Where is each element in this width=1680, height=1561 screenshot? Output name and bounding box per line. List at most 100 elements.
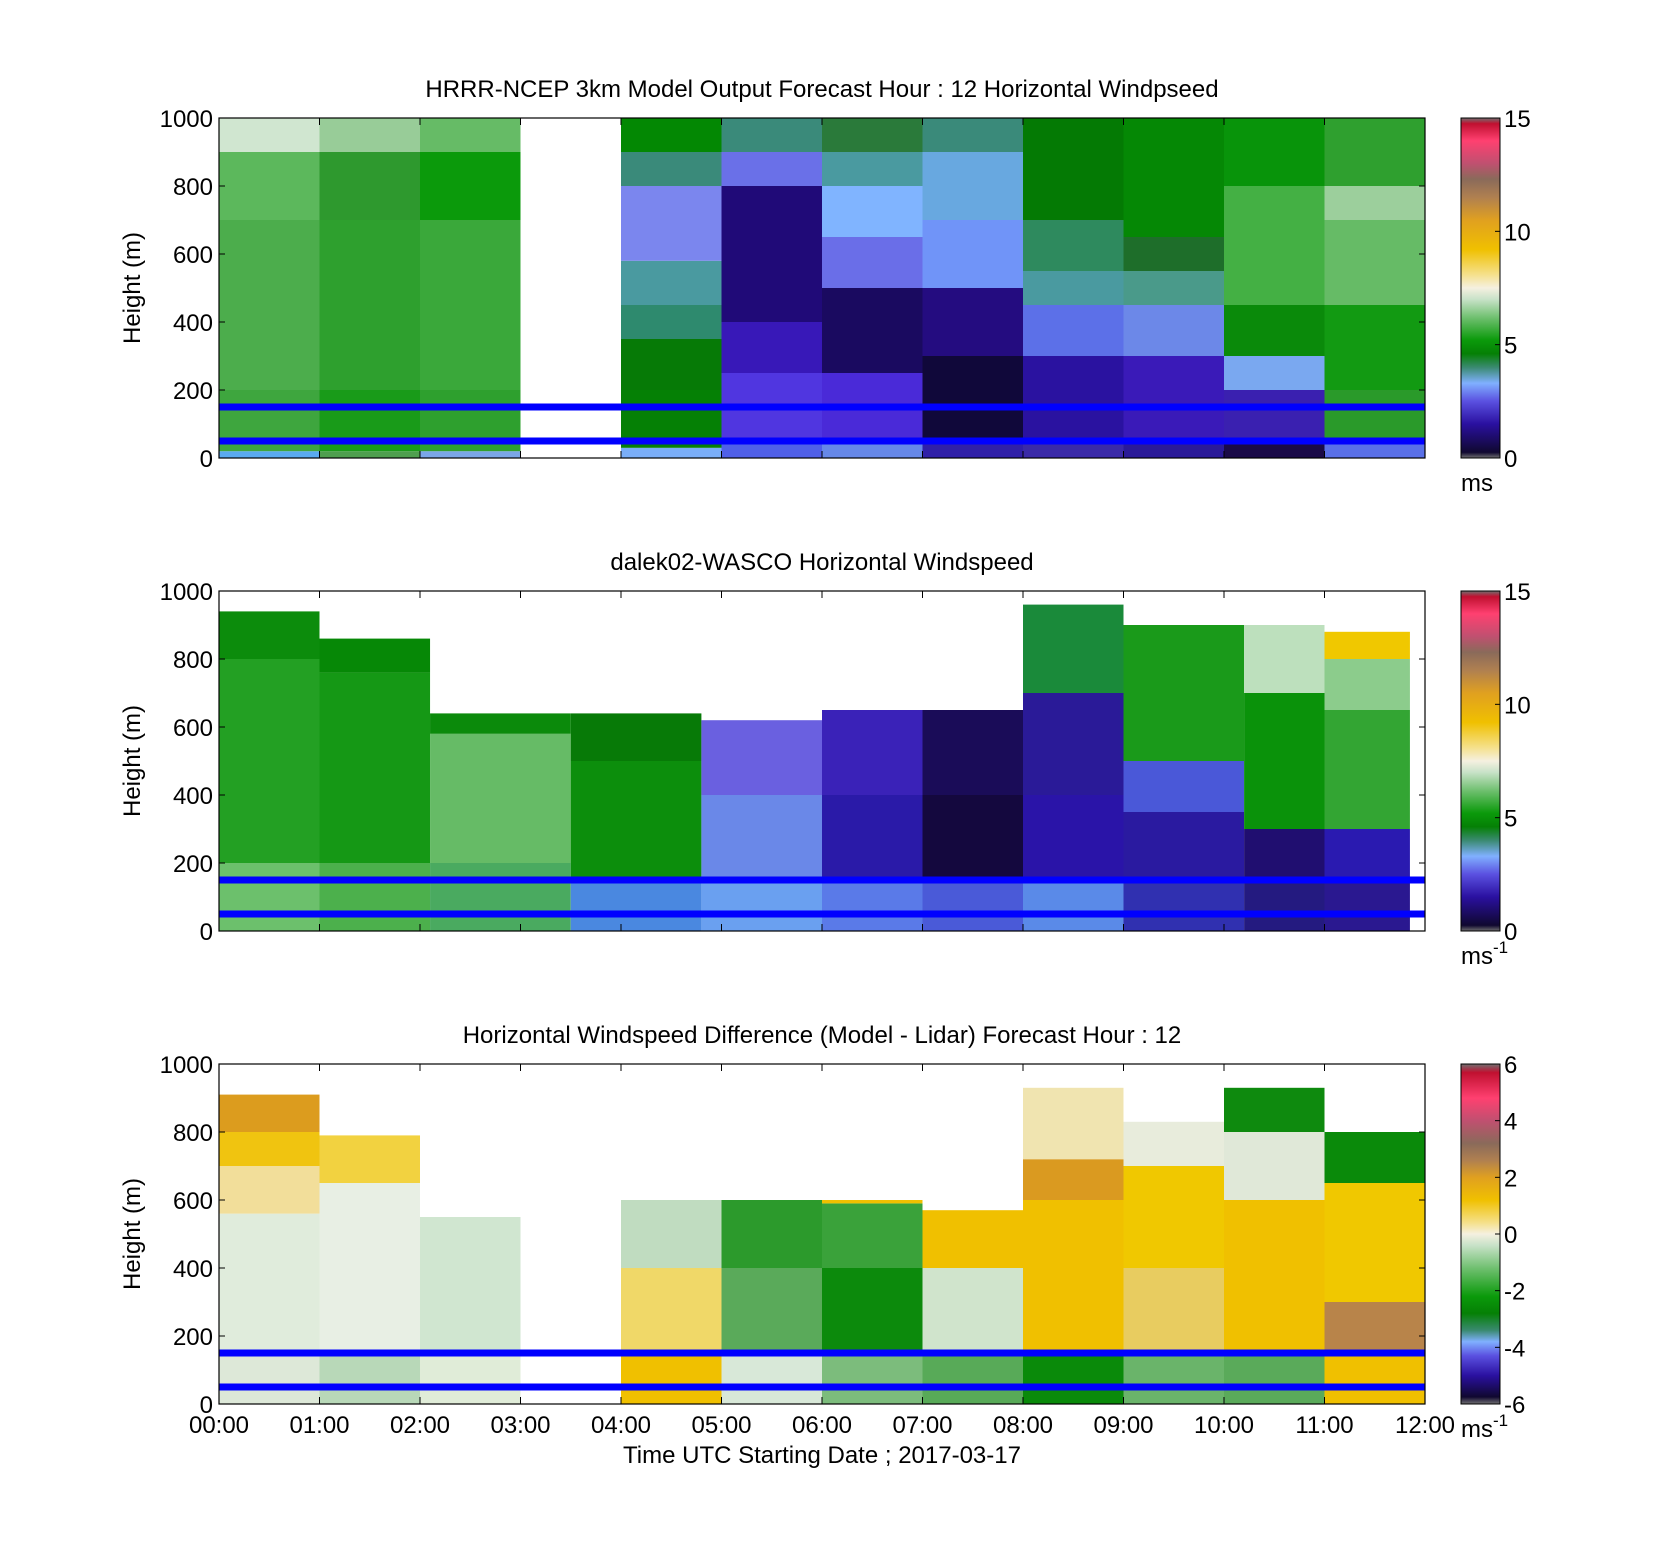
data-cell xyxy=(219,1349,320,1404)
data-cell xyxy=(822,1203,923,1268)
data-cell xyxy=(822,152,923,186)
data-cell xyxy=(701,720,822,795)
data-cell xyxy=(319,672,431,863)
data-cell xyxy=(319,220,420,390)
x-tick-label: 07:00 xyxy=(892,1412,952,1439)
data-cell xyxy=(621,1200,722,1268)
data-cell xyxy=(1324,1302,1425,1350)
x-tick-label: 10:00 xyxy=(1194,1412,1254,1439)
data-cell xyxy=(822,1349,923,1404)
y-tick-label: 200 xyxy=(173,851,213,878)
colorbar-tick-label: 10 xyxy=(1504,692,1531,719)
data-cell xyxy=(621,118,722,152)
chart-title: dalek02-WASCO Horizontal Windspeed xyxy=(610,549,1033,576)
data-cell xyxy=(1324,186,1425,220)
data-cell xyxy=(1023,305,1124,356)
data-cell xyxy=(1324,1132,1425,1183)
data-cell xyxy=(1324,631,1410,659)
data-cell xyxy=(721,1200,822,1268)
colorbar-tick-label: 0 xyxy=(1504,446,1517,473)
colorbar: 0 5 10 15 ms xyxy=(1460,106,1531,497)
data-cell xyxy=(219,1094,320,1132)
data-cell xyxy=(219,152,320,220)
x-tick-label: 06:00 xyxy=(792,1412,852,1439)
data-cell xyxy=(1023,271,1124,305)
y-tick-label: 200 xyxy=(173,378,213,405)
y-tick-label: 600 xyxy=(173,1188,213,1215)
data-cell xyxy=(701,795,822,880)
x-tick-label: 03:00 xyxy=(490,1412,550,1439)
x-tick-label: 02:00 xyxy=(390,1412,450,1439)
data-cell xyxy=(922,1349,1023,1404)
colorbar-gradient xyxy=(1460,590,1501,932)
data-cell xyxy=(219,451,320,458)
data-cell xyxy=(1123,271,1224,305)
data-cell xyxy=(319,638,431,673)
data-cell xyxy=(219,1166,320,1214)
y-tick-label: 600 xyxy=(173,242,213,269)
data-cell xyxy=(822,1200,923,1204)
data-cell xyxy=(621,339,722,390)
data-cell xyxy=(219,611,320,659)
data-cell xyxy=(420,152,521,220)
data-cell xyxy=(1123,118,1224,237)
data-cell xyxy=(1244,693,1325,829)
data-cell xyxy=(319,152,420,220)
x-tick-label: 08:00 xyxy=(993,1412,1053,1439)
panel-lidar: dalek02-WASCO Horizontal Windspeed 0 200 40… xyxy=(119,549,1531,970)
y-axis-label: Height (m) xyxy=(119,232,146,344)
data-cell xyxy=(219,118,320,152)
data-cell xyxy=(1224,356,1325,390)
data-cell xyxy=(219,1132,320,1166)
colorbar-unit-exponent: -1 xyxy=(1493,938,1508,957)
data-cell xyxy=(1324,390,1425,438)
data-cell xyxy=(420,451,521,458)
colorbar: 0 5 10 15 ms-1 xyxy=(1460,579,1531,970)
data-cell xyxy=(319,118,420,152)
data-cell xyxy=(922,118,1023,152)
data-cell xyxy=(1123,1166,1224,1268)
data-cell xyxy=(1324,829,1410,880)
data-cell xyxy=(621,152,722,186)
x-tick-label: 00:00 xyxy=(189,1412,249,1439)
data-cell xyxy=(1324,1183,1425,1302)
data-cell xyxy=(721,1349,822,1404)
y-tick-label: 0 xyxy=(200,919,213,946)
colorbar-gradient xyxy=(1460,117,1501,459)
x-tick-label: 09:00 xyxy=(1093,1412,1153,1439)
data-cell xyxy=(430,713,571,734)
x-tick-label: 01:00 xyxy=(289,1412,349,1439)
x-tick-label: 04:00 xyxy=(591,1412,651,1439)
data-cell xyxy=(1224,1132,1325,1200)
panel-model: HRRR-NCEP 3km Model Output Forecast Hour… xyxy=(119,76,1531,497)
data-cell xyxy=(1123,1121,1224,1166)
data-cell xyxy=(1123,356,1224,438)
data-cell xyxy=(1324,1349,1425,1404)
data-cell xyxy=(1023,693,1124,795)
data-cell xyxy=(430,733,571,863)
data-cell xyxy=(1244,829,1325,880)
data-cell xyxy=(701,880,822,931)
colorbar-tick-label: -4 xyxy=(1504,1335,1525,1362)
data-cell xyxy=(822,1268,923,1350)
data-cell xyxy=(1324,220,1425,305)
y-tick-label: 400 xyxy=(173,310,213,337)
colorbar-unit: ms xyxy=(1461,470,1493,497)
data-cell xyxy=(621,305,722,339)
colorbar-tick-label: 5 xyxy=(1504,806,1517,833)
data-cell xyxy=(621,1349,722,1404)
colorbar-tick-label: -6 xyxy=(1504,1392,1525,1419)
colorbar-tick-label: 15 xyxy=(1504,106,1531,133)
y-tick-label: 800 xyxy=(173,647,213,674)
data-cell xyxy=(1123,1349,1224,1404)
data-cell xyxy=(822,118,923,152)
y-axis-label: Height (m) xyxy=(119,705,146,817)
data-cell xyxy=(922,220,1023,288)
data-cell xyxy=(1123,237,1224,271)
colorbar-unit: ms-1 xyxy=(1461,1411,1508,1443)
data-cell xyxy=(1224,390,1325,438)
data-cell xyxy=(822,710,923,795)
data-cell xyxy=(1123,625,1245,761)
data-cell xyxy=(1023,1087,1124,1160)
data-cell xyxy=(1224,118,1325,186)
